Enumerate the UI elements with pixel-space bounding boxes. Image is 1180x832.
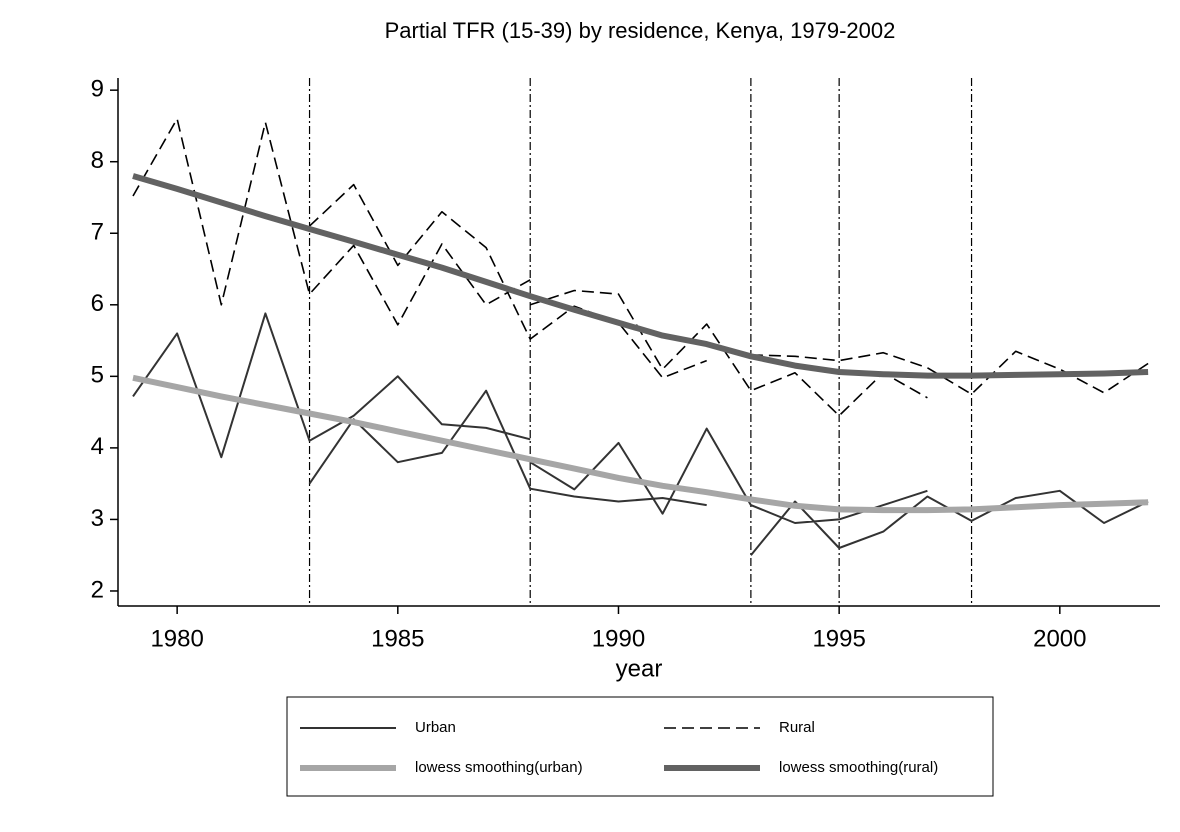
x-axis-label: year — [616, 655, 663, 682]
y-tick-label: 9 — [91, 76, 104, 103]
legend-label: Urban — [415, 719, 456, 736]
y-tick-label: 6 — [91, 290, 104, 317]
x-tick-label: 1980 — [150, 625, 203, 652]
series-line — [132, 374, 1149, 514]
x-tick-label: 1985 — [371, 625, 424, 652]
y-tick-label: 8 — [91, 147, 104, 174]
y-tick-label: 2 — [91, 576, 104, 603]
x-tick-label: 1990 — [592, 625, 645, 652]
y-tick-label: 4 — [91, 433, 104, 460]
x-tick-label: 1995 — [812, 625, 865, 652]
legend-label: lowess smoothing(rural) — [779, 759, 938, 776]
legend-box — [286, 696, 994, 797]
y-tick-label: 3 — [91, 505, 104, 532]
y-tick-label: 7 — [91, 219, 104, 246]
x-tick-label: 2000 — [1033, 625, 1086, 652]
y-tick-label: 5 — [91, 362, 104, 389]
series-line — [132, 173, 1149, 379]
chart-title: Partial TFR (15-39) by residence, Kenya,… — [385, 18, 896, 43]
series-line — [132, 118, 1149, 417]
legend-label: Rural — [779, 719, 815, 736]
legend-label: lowess smoothing(urban) — [415, 759, 583, 776]
series-line — [132, 312, 1149, 556]
